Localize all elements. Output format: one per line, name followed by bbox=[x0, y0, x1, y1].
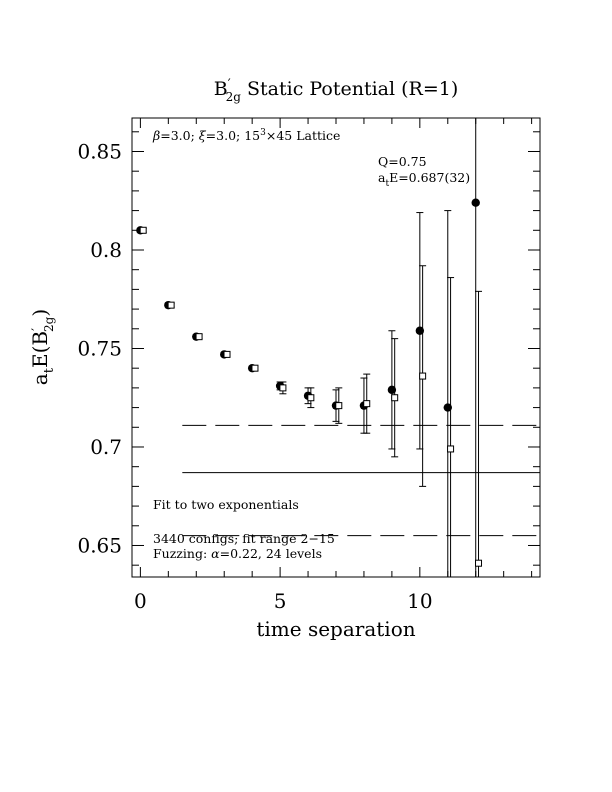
energy-annotation: atE=0.687(32) bbox=[378, 170, 470, 189]
data-point-square bbox=[363, 400, 371, 408]
data-point-square bbox=[391, 394, 399, 402]
title-prime: ′ bbox=[228, 77, 231, 92]
y-axis-title-sub1: t bbox=[42, 367, 57, 373]
y-tick-label: 0.65 bbox=[77, 533, 122, 557]
y-axis-title-prime: ′ bbox=[30, 328, 45, 331]
y-axis-title: atE(B′2g) bbox=[28, 309, 57, 385]
data-point-square bbox=[419, 372, 427, 380]
fuzzing-annotation: Fuzzing: α=0.22, 24 levels bbox=[153, 546, 322, 561]
lattice-annotation: β=3.0; ξ=3.0; 153×45 Lattice bbox=[152, 128, 340, 143]
data-point-square bbox=[447, 445, 455, 453]
data-point-square bbox=[195, 333, 203, 341]
y-tick-label: 0.7 bbox=[90, 435, 122, 459]
data-point-circle bbox=[443, 403, 452, 412]
fit-annotation: Fit to two exponentials bbox=[153, 497, 299, 512]
y-axis-title-sub2: 2g bbox=[42, 316, 56, 332]
data-point-circle bbox=[471, 198, 480, 207]
data-point-square bbox=[223, 350, 231, 358]
chart-title: B′ 2g Static Potential (R=1) bbox=[214, 77, 459, 104]
data-point-square bbox=[279, 384, 287, 392]
x-tick-label: 10 bbox=[407, 589, 432, 613]
data-point-square bbox=[139, 226, 147, 234]
x-axis-title: time separation bbox=[256, 617, 415, 641]
plot-area: 0 5 10 0.65 0.7 0.75 0.8 0.85 bbox=[77, 117, 541, 613]
data-point-circle bbox=[387, 385, 397, 395]
data-point-square bbox=[335, 402, 343, 410]
y-tick-label: 0.85 bbox=[77, 139, 122, 163]
data-point-square bbox=[251, 364, 259, 372]
y-tick-label: 0.75 bbox=[77, 336, 122, 360]
title-subscript: 2g bbox=[226, 90, 242, 104]
data-point-circle bbox=[415, 326, 425, 335]
data-point-square bbox=[475, 559, 483, 567]
q-annotation: Q=0.75 bbox=[378, 154, 427, 169]
y-tick-label: 0.8 bbox=[90, 238, 122, 262]
data-point-square bbox=[307, 394, 315, 402]
data-point-square bbox=[167, 301, 175, 309]
x-tick-label: 5 bbox=[274, 589, 287, 613]
x-tick-label: 0 bbox=[134, 589, 147, 613]
configs-annotation: 3440 configs; fit range 2−15 bbox=[153, 531, 335, 546]
